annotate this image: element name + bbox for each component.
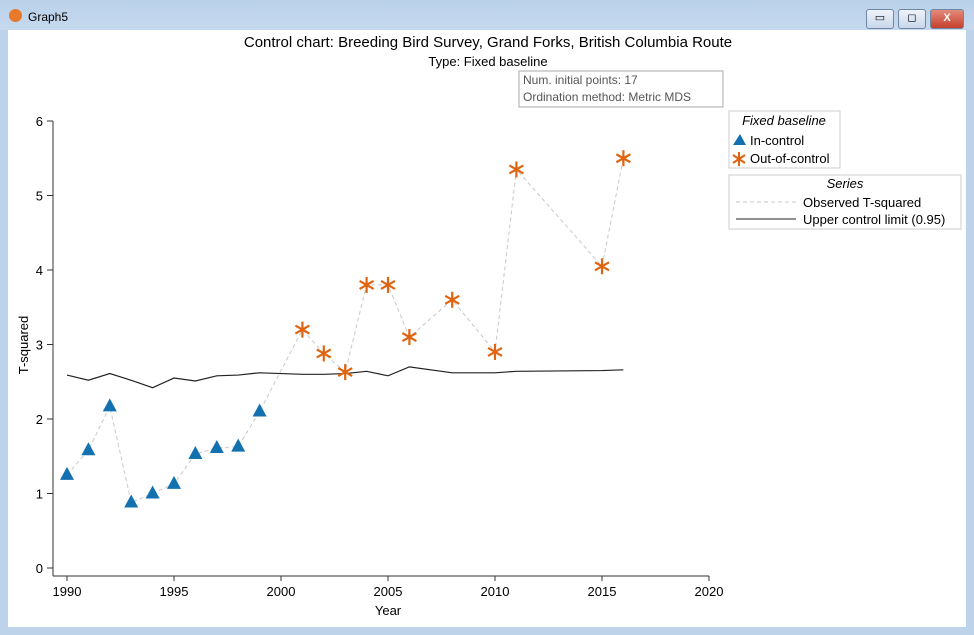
out-of-control-point [594,258,610,275]
window-title: Graph5 [28,10,69,24]
in-control-point [231,438,246,452]
y-tick-label: 0 [36,561,43,576]
legend-series-title: Series [827,176,864,191]
out-of-control-point [508,161,524,178]
out-of-control-point [615,150,631,167]
out-of-control-point [294,321,310,338]
y-axis-label: T-squared [16,316,31,375]
in-control-point [209,440,224,454]
asterisk-stroke [359,279,375,290]
y-tick-label: 1 [36,487,43,502]
in-control-point [60,466,74,480]
asterisk-stroke [444,294,460,305]
x-tick-label: 2020 [695,584,724,599]
legend-ucl: Upper control limit (0.95) [803,212,945,227]
asterisk-stroke [615,153,631,164]
x-tick-label: 2005 [374,584,403,599]
chart-subtitle: Type: Fixed baseline [428,54,547,69]
asterisk-stroke [487,346,503,357]
asterisk-icon [732,152,746,166]
info-ordination: Ordination method: Metric MDS [523,90,691,104]
legend-observed: Observed T-squared [803,195,921,210]
y-tick-label: 3 [36,338,43,353]
x-tick-label: 1995 [160,584,189,599]
chart-title: Control chart: Breeding Bird Survey, Gra… [244,34,732,51]
legend-in-control: In-control [750,133,804,148]
x-tick-label: 1990 [53,584,82,599]
info-box [518,70,724,108]
in-control-point [167,475,181,489]
legend-baseline-title: Fixed baseline [742,113,826,128]
asterisk-stroke [380,279,396,290]
out-of-control-point [316,345,332,362]
asterisk-stroke [337,367,353,378]
out-of-control-point [359,276,375,293]
out-of-control-point [444,291,460,308]
legend-out-of-control: Out-of-control [750,151,830,166]
observed-line [66,158,624,504]
y-tick-label: 5 [36,189,43,204]
in-control-point [188,446,203,460]
out-of-control-point [380,276,396,293]
in-control-point [145,485,160,499]
out-of-control-point [401,329,417,346]
x-axis-label: Year [375,603,402,618]
legend-baseline [728,110,841,169]
x-tick-label: 2000 [267,584,296,599]
title-bar[interactable]: Graph5 ▭ ◻ X [0,0,974,30]
y-tick-label: 2 [36,412,43,427]
out-of-control-point [487,343,503,360]
asterisk-stroke [401,332,417,343]
y-tick-label: 6 [36,114,43,129]
asterisk-stroke [316,348,332,359]
asterisk-stroke [294,324,310,335]
in-control-point [102,398,117,412]
in-control-point [124,494,139,508]
triangle-icon [733,134,746,145]
x-tick-label: 2010 [481,584,510,599]
ucl-line [66,366,624,389]
in-control-point [252,403,267,417]
app-icon [9,9,22,22]
asterisk-stroke [594,261,610,272]
minimize-button[interactable]: ▭ [866,9,894,29]
x-tick-label: 2015 [588,584,617,599]
asterisk-stroke [508,164,524,175]
close-button[interactable]: X [930,9,964,29]
y-tick-label: 4 [36,263,43,278]
restore-button[interactable]: ◻ [898,9,926,29]
info-initial-points: Num. initial points: 17 [523,73,638,87]
in-control-point [81,442,96,456]
out-of-control-point [337,364,353,381]
